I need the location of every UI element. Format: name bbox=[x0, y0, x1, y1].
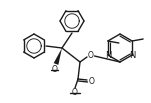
Text: O: O bbox=[88, 50, 94, 60]
Polygon shape bbox=[54, 48, 62, 65]
Text: N: N bbox=[129, 50, 135, 60]
Text: O: O bbox=[52, 64, 58, 74]
Text: O: O bbox=[89, 77, 94, 85]
Text: N: N bbox=[105, 50, 111, 60]
Text: O: O bbox=[72, 88, 78, 97]
